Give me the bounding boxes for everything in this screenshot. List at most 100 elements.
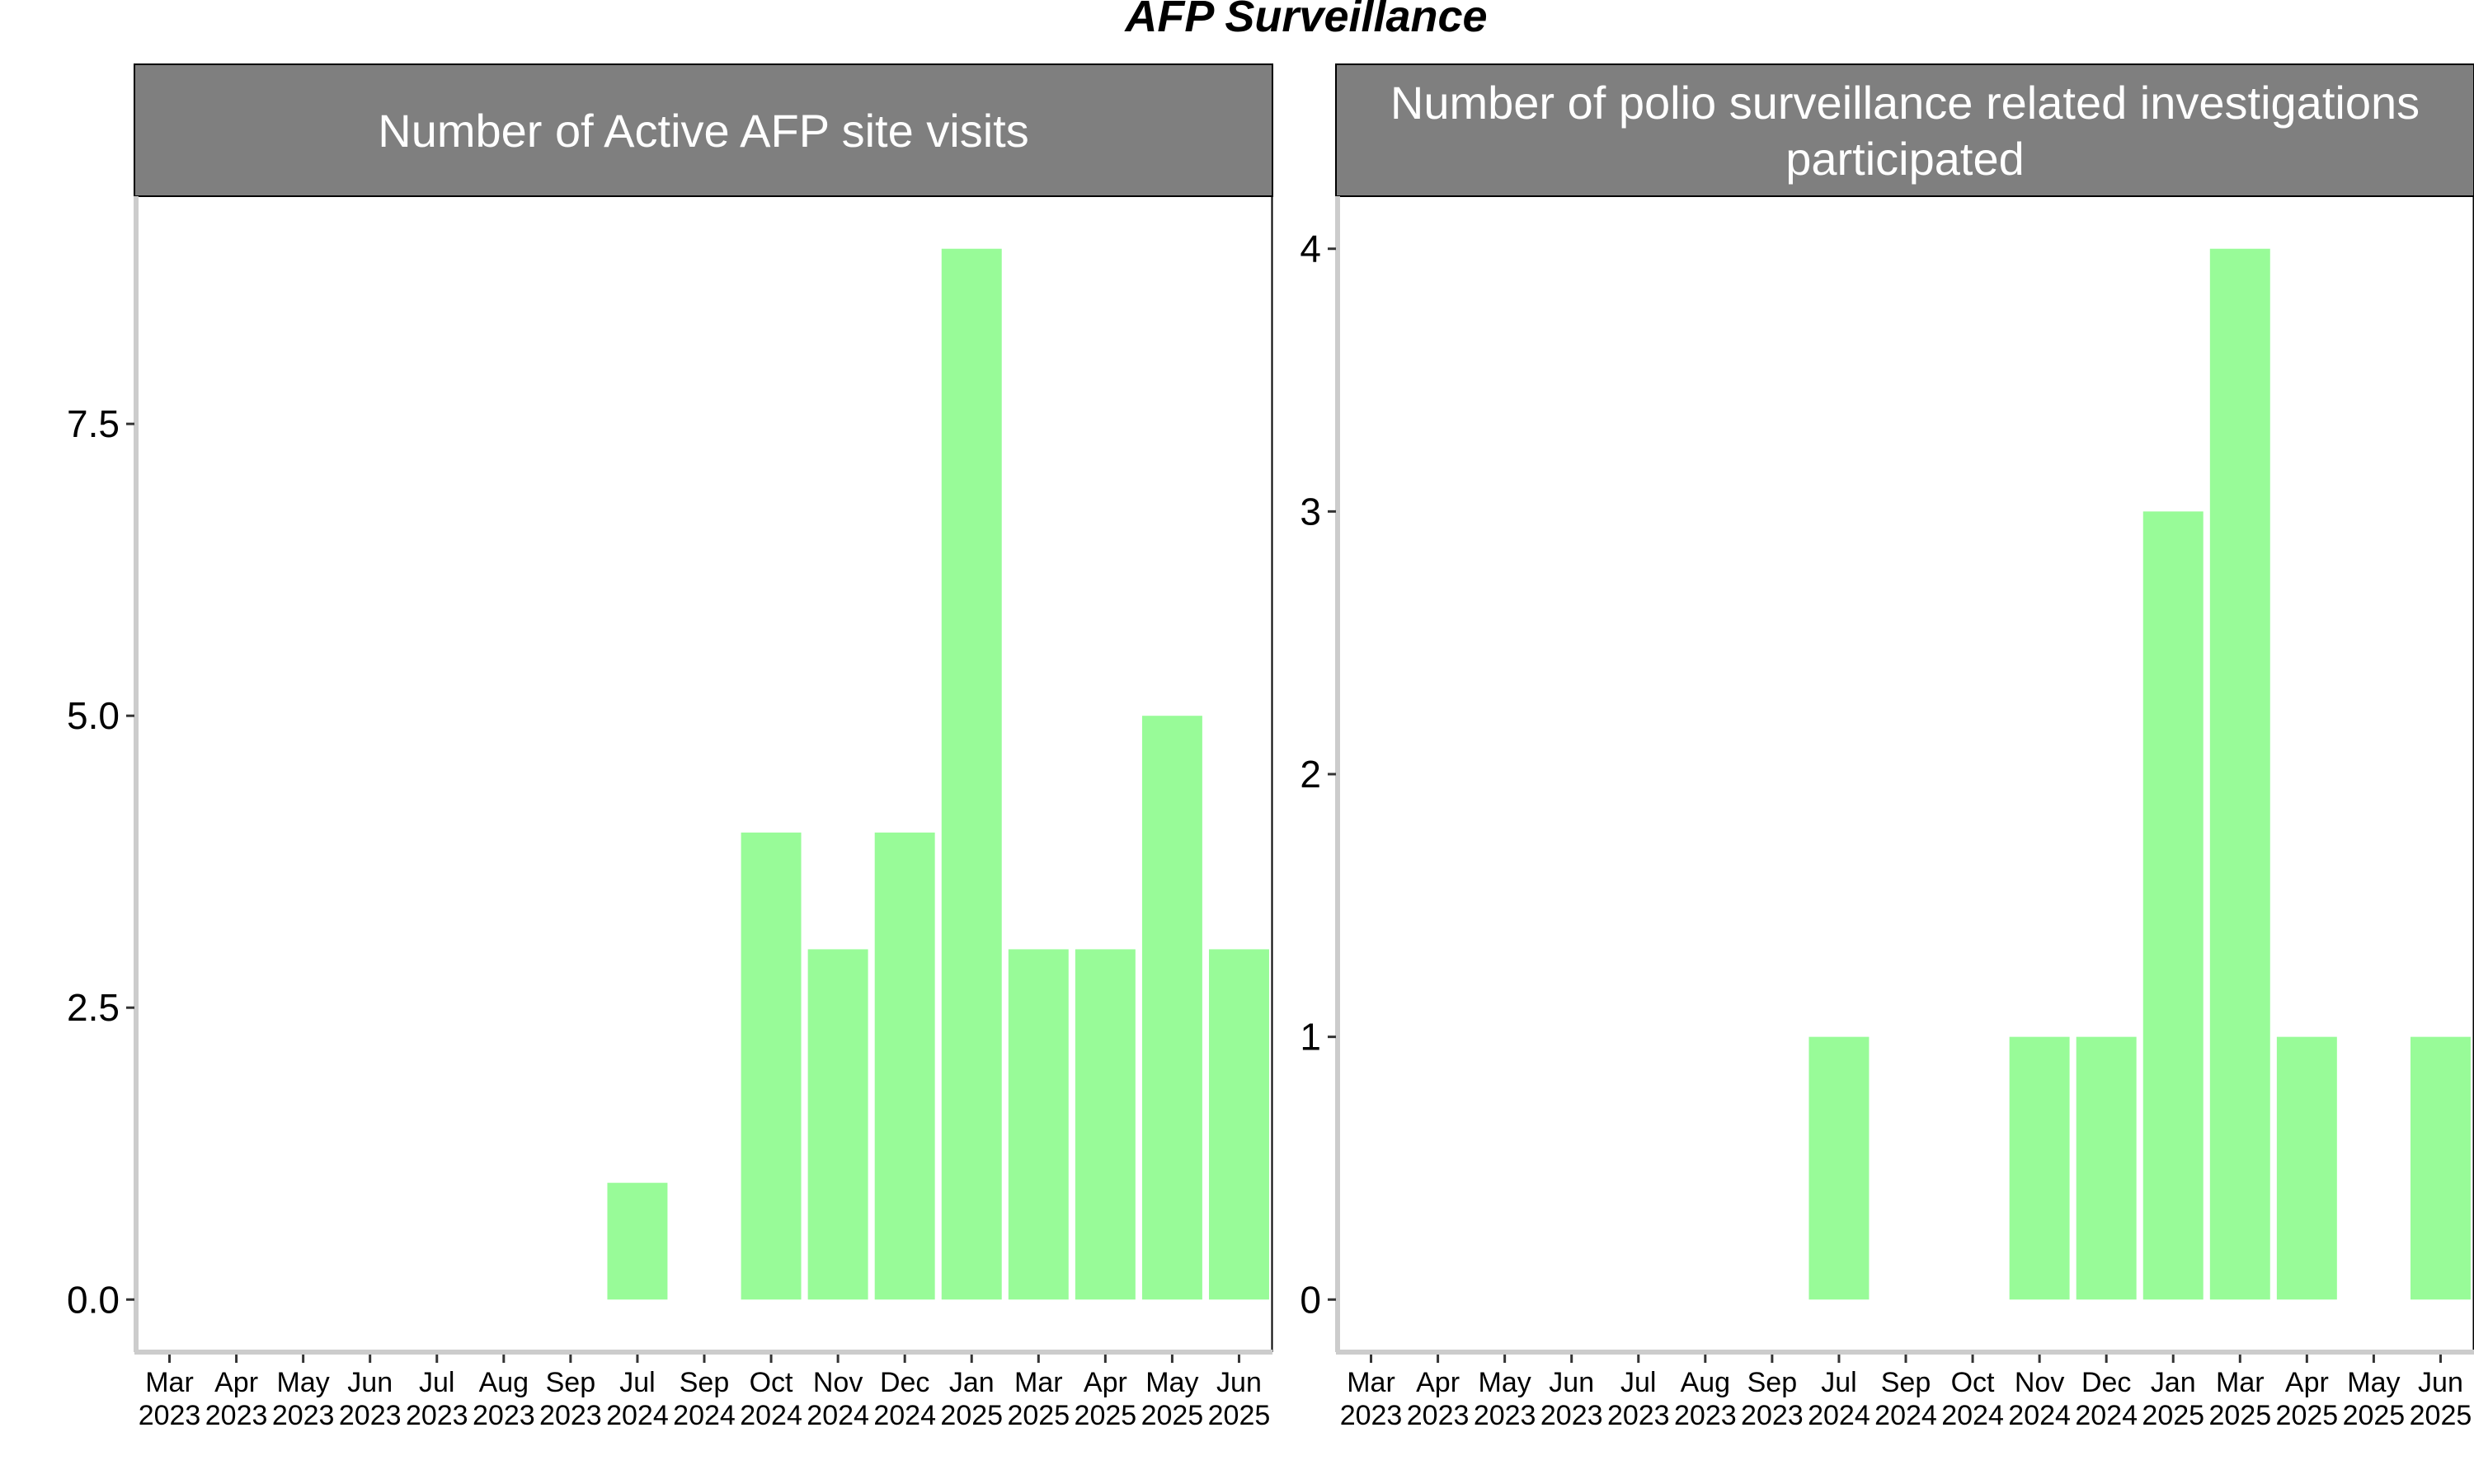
- bar: [2142, 511, 2204, 1300]
- panel-polio-investigations: Number of polio surveillance related inv…: [1300, 63, 2474, 1431]
- x-tick-label-month: Dec: [880, 1367, 929, 1398]
- x-tick-label-month: Aug: [1681, 1367, 1731, 1398]
- x-tick-label-year: 2023: [1474, 1400, 1536, 1431]
- x-tick-label-year: 2023: [1407, 1400, 1470, 1431]
- x-tick-label-year: 2023: [1674, 1400, 1737, 1431]
- x-tick-label-year: 2024: [673, 1400, 736, 1431]
- x-tick-label-month: Jul: [1620, 1367, 1656, 1398]
- x-tick-label-month: Aug: [479, 1367, 529, 1398]
- bar: [1808, 1036, 1870, 1300]
- y-tick-label: 4: [1300, 228, 1321, 270]
- x-tick-label-month: Jun: [1549, 1367, 1594, 1398]
- x-tick-label-year: 2023: [406, 1400, 468, 1431]
- bar: [1208, 949, 1269, 1300]
- x-tick-label-month: Nov: [813, 1367, 863, 1398]
- x-tick-label-month: Apr: [2285, 1367, 2329, 1398]
- y-tick-label: 0.0: [67, 1278, 120, 1321]
- x-tick-label-year: 2025: [1075, 1400, 1137, 1431]
- x-tick-label-year: 2024: [2008, 1400, 2071, 1431]
- x-tick-label-year: 2023: [339, 1400, 402, 1431]
- x-tick-label-year: 2025: [2410, 1400, 2472, 1431]
- x-tick-label-month: Jan: [949, 1367, 995, 1398]
- x-tick-label-year: 2025: [2276, 1400, 2339, 1431]
- x-tick-label-year: 2023: [473, 1400, 535, 1431]
- y-tick-label: 0: [1300, 1278, 1321, 1321]
- x-tick-label-year: 2025: [2343, 1400, 2406, 1431]
- x-tick-label-month: Jul: [419, 1367, 454, 1398]
- x-tick-label-year: 2024: [2075, 1400, 2138, 1431]
- x-tick-label-month: Sep: [680, 1367, 730, 1398]
- x-tick-label-month: Jan: [2151, 1367, 2196, 1398]
- y-tick-label: 3: [1300, 490, 1321, 533]
- bar: [1141, 716, 1202, 1300]
- bar: [1075, 949, 1136, 1300]
- x-tick-label-year: 2023: [1607, 1400, 1670, 1431]
- x-tick-label-month: Jun: [347, 1367, 393, 1398]
- x-tick-label-month: Dec: [2081, 1367, 2131, 1398]
- bar: [807, 949, 868, 1300]
- x-tick-label-year: 2025: [1208, 1400, 1271, 1431]
- x-tick-label-year: 2025: [940, 1400, 1003, 1431]
- x-tick-label-month: Mar: [1347, 1367, 1395, 1398]
- y-tick-label: 2.5: [67, 986, 120, 1029]
- x-tick-label-month: Apr: [214, 1367, 258, 1398]
- x-tick-label-year: 2024: [1874, 1400, 1937, 1431]
- panel-active-afp-site-visits: Number of Active AFP site visits 0.0 2.5 5.…: [67, 63, 1273, 1431]
- x-tick-label-month: Nov: [2015, 1367, 2064, 1398]
- x-tick-label-month: Oct: [1951, 1367, 1995, 1398]
- panel-title-line: Number of polio surveillance related inv…: [1390, 77, 2420, 129]
- panel-title-line: participated: [1785, 133, 2025, 185]
- bar: [2009, 1036, 2070, 1300]
- bar: [741, 832, 802, 1300]
- x-tick-label-year: 2025: [1007, 1400, 1070, 1431]
- x-tick-label-month: Mar: [145, 1367, 194, 1398]
- y-tick-label: 7.5: [67, 402, 120, 445]
- x-tick-label-year: 2024: [873, 1400, 936, 1431]
- x-tick-label-year: 2024: [807, 1400, 869, 1431]
- bar: [2276, 1036, 2337, 1300]
- panel-title-line: Number of Active AFP site visits: [378, 105, 1028, 157]
- x-tick-label-year: 2023: [539, 1400, 602, 1431]
- x-tick-label-month: Apr: [1084, 1367, 1127, 1398]
- x-tick-label-year: 2023: [1741, 1400, 1804, 1431]
- x-tick-label-year: 2023: [139, 1400, 201, 1431]
- panel-strip: [1335, 63, 2474, 197]
- x-tick-label-year: 2023: [272, 1400, 335, 1431]
- panel-strip: [134, 63, 1273, 197]
- y-tick-label: 2: [1300, 753, 1321, 796]
- x-tick-label-year: 2023: [1540, 1400, 1603, 1431]
- x-tick-label-month: Sep: [1747, 1367, 1798, 1398]
- x-tick-label-month: Jun: [2418, 1367, 2463, 1398]
- x-tick-label-month: Apr: [1416, 1367, 1460, 1398]
- bar: [2410, 1036, 2471, 1300]
- x-tick-label-year: 2024: [740, 1400, 802, 1431]
- y-tick-label: 1: [1300, 1016, 1321, 1059]
- bar: [2076, 1036, 2137, 1300]
- x-tick-label-year: 2024: [1941, 1400, 2004, 1431]
- x-tick-label-month: Jul: [619, 1367, 655, 1398]
- x-tick-label-year: 2025: [1141, 1400, 1204, 1431]
- x-tick-label-month: May: [1145, 1367, 1198, 1398]
- bar: [941, 248, 1002, 1300]
- x-tick-label-month: Jun: [1216, 1367, 1262, 1398]
- bar: [1008, 949, 1069, 1300]
- x-tick-label-month: Sep: [546, 1367, 596, 1398]
- x-tick-label-month: May: [277, 1367, 330, 1398]
- x-tick-label-year: 2024: [1808, 1400, 1870, 1431]
- x-tick-label-month: Mar: [1014, 1367, 1063, 1398]
- bar: [607, 1182, 668, 1300]
- x-tick-label-month: May: [2347, 1367, 2400, 1398]
- x-tick-label-year: 2023: [205, 1400, 268, 1431]
- bar: [874, 832, 935, 1300]
- x-tick-label-month: Oct: [750, 1367, 793, 1398]
- x-tick-label-year: 2025: [2208, 1400, 2271, 1431]
- x-tick-label-month: May: [1479, 1367, 1531, 1398]
- y-tick-label: 5.0: [67, 694, 120, 737]
- x-tick-label-month: Mar: [2216, 1367, 2265, 1398]
- x-tick-label-year: 2025: [2142, 1400, 2204, 1431]
- x-tick-label-month: Jul: [1821, 1367, 1856, 1398]
- bar: [2209, 248, 2270, 1300]
- x-tick-label-year: 2023: [1340, 1400, 1403, 1431]
- x-tick-label-month: Sep: [1881, 1367, 1931, 1398]
